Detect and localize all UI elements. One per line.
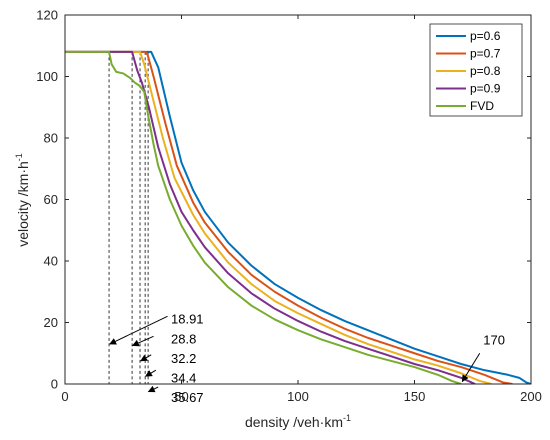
annotation-label: 18.91: [171, 312, 204, 327]
annotation-arrow: [145, 369, 157, 377]
annotation-label: 170: [483, 333, 505, 348]
annotation-arrow: [147, 385, 159, 393]
x-axis: 0 50 100 150 200: [61, 15, 542, 404]
legend-entry-label: p=0.8: [470, 64, 501, 78]
series-line: [65, 50, 462, 384]
y-axis-label: velocity /km·h-1: [14, 153, 31, 247]
y-tick-label: 120: [36, 8, 58, 23]
x-tick-label: 50: [174, 389, 188, 404]
y-tick-label: 60: [44, 192, 58, 207]
series-lines: [65, 50, 531, 384]
y-tick-label: 20: [44, 315, 58, 330]
y-axis: 0 20 40 60 80 100 120: [36, 8, 531, 392]
y-axis-label-superscript: -1: [14, 153, 24, 161]
annotation-arrow: [109, 315, 168, 345]
annotation-arrow: [140, 354, 152, 362]
y-tick-label: 40: [44, 254, 58, 269]
series-line: [65, 50, 492, 384]
annotation-label: 32.2: [171, 351, 196, 366]
annotation-label: 34.4: [171, 370, 196, 385]
x-axis-label-text: density /veh·km: [245, 414, 343, 430]
annotations: 18.91 28.8 32.2 34.4 35.67 170: [109, 312, 505, 405]
x-axis-label: density /veh·km-1: [245, 413, 351, 430]
legend-entry-label: p=0.7: [470, 47, 501, 61]
annotation-arrow: [461, 352, 481, 383]
legend: p=0.6 p=0.7 p=0.8 p=0.9 FVD: [429, 23, 523, 117]
x-tick-label: 0: [61, 389, 68, 404]
x-tick-label: 150: [404, 389, 426, 404]
series-line: [65, 50, 531, 384]
legend-entry-label: FVD: [470, 99, 494, 113]
x-tick-label: 200: [520, 389, 542, 404]
annotation-arrow: [131, 335, 154, 347]
legend-entry-label: p=0.9: [470, 82, 501, 96]
x-axis-label-superscript: -1: [343, 413, 351, 423]
x-tick-label: 100: [287, 389, 309, 404]
annotation-label: 35.67: [171, 390, 204, 405]
series-line: [65, 50, 513, 384]
critical-lines: [108, 51, 149, 384]
y-tick-label: 80: [44, 131, 58, 146]
y-tick-label: 0: [51, 377, 58, 392]
y-axis-label-text: velocity /km·h: [15, 161, 31, 247]
legend-entry-label: p=0.6: [470, 29, 501, 43]
y-tick-label: 100: [36, 69, 58, 84]
annotation-label: 28.8: [171, 331, 196, 346]
